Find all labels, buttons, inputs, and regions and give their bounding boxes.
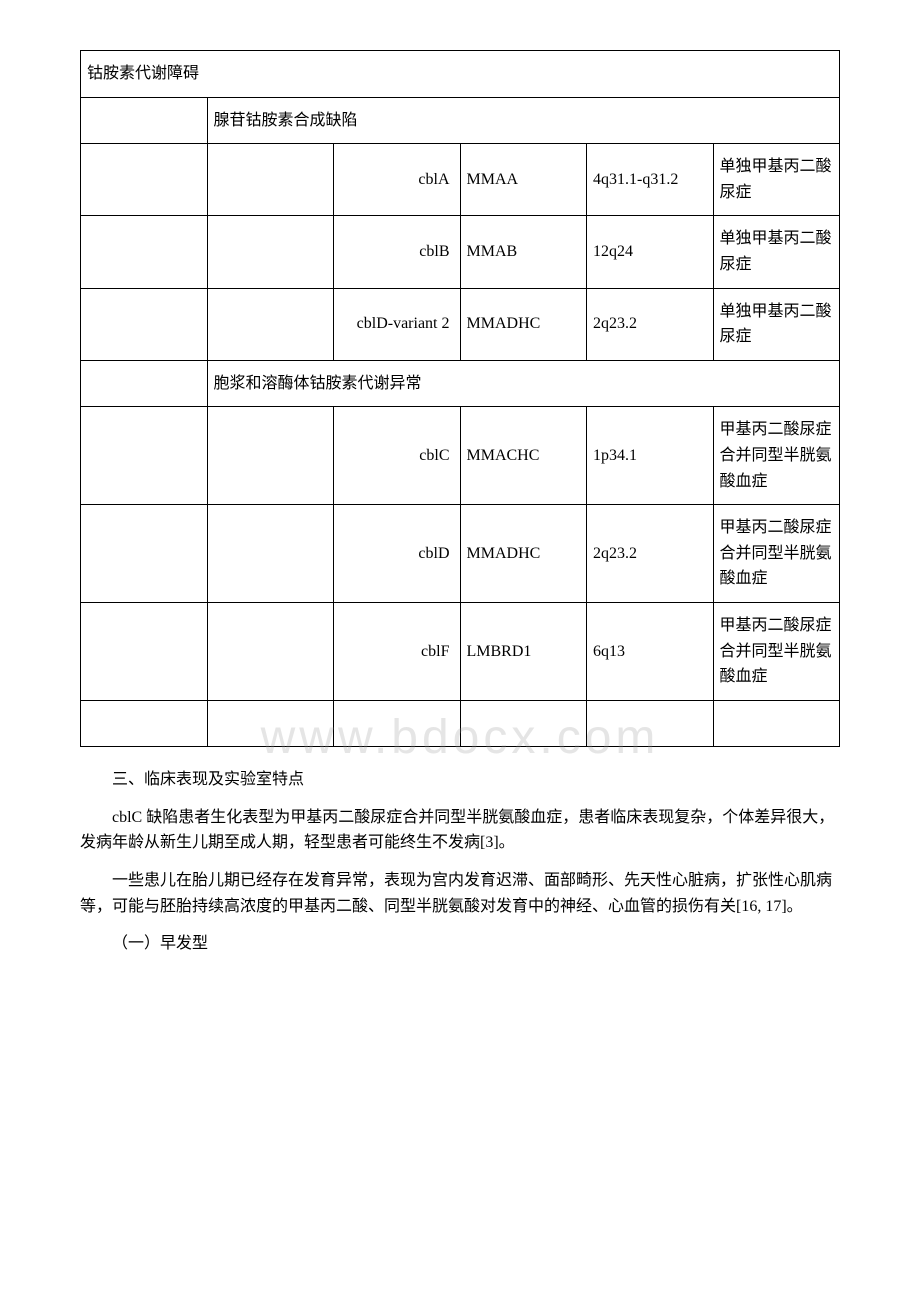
cell-gene: MMACHC bbox=[460, 407, 587, 505]
cell-gene: MMADHC bbox=[460, 288, 587, 360]
cell-phenotype: 单独甲基丙二酸尿症 bbox=[713, 216, 840, 288]
table-row: cblB MMAB 12q24 单独甲基丙二酸尿症 bbox=[81, 216, 840, 288]
empty-cell bbox=[81, 505, 208, 603]
empty-cell bbox=[81, 97, 208, 144]
empty-cell bbox=[587, 700, 714, 747]
empty-cell bbox=[334, 700, 461, 747]
empty-cell bbox=[460, 700, 587, 747]
empty-cell bbox=[207, 700, 334, 747]
table-row: cblD-variant 2 MMADHC 2q23.2 单独甲基丙二酸尿症 bbox=[81, 288, 840, 360]
body-paragraph: cblC 缺陷患者生化表型为甲基丙二酸尿症合并同型半胱氨酸血症，患者临床表现复杂… bbox=[80, 805, 840, 856]
section2-subtitle: 胞浆和溶酶体钴胺素代谢异常 bbox=[207, 360, 840, 407]
empty-cell bbox=[81, 602, 208, 700]
section-heading: 三、临床表现及实验室特点 bbox=[80, 767, 840, 793]
section1-title: 钴胺素代谢障碍 bbox=[81, 51, 840, 98]
cell-phenotype: 甲基丙二酸尿症合并同型半胱氨酸血症 bbox=[713, 505, 840, 603]
cell-gene: MMADHC bbox=[460, 505, 587, 603]
section1-subtitle: 腺苷钴胺素合成缺陷 bbox=[207, 97, 840, 144]
subsection-heading: （一）早发型 bbox=[80, 931, 840, 957]
empty-cell bbox=[81, 360, 208, 407]
cell-locus: 4q31.1-q31.2 bbox=[587, 144, 714, 216]
cell-locus: 6q13 bbox=[587, 602, 714, 700]
empty-cell bbox=[207, 505, 334, 603]
empty-cell bbox=[207, 144, 334, 216]
empty-cell bbox=[207, 288, 334, 360]
table-row: cblA MMAA 4q31.1-q31.2 单独甲基丙二酸尿症 bbox=[81, 144, 840, 216]
cell-locus: 2q23.2 bbox=[587, 505, 714, 603]
cell-gene: MMAA bbox=[460, 144, 587, 216]
empty-cell bbox=[81, 700, 208, 747]
cell-type: cblD bbox=[334, 505, 461, 603]
empty-cell bbox=[207, 602, 334, 700]
cell-gene: MMAB bbox=[460, 216, 587, 288]
empty-cell bbox=[81, 144, 208, 216]
cell-type: cblD-variant 2 bbox=[334, 288, 461, 360]
empty-cell bbox=[207, 407, 334, 505]
cell-locus: 1p34.1 bbox=[587, 407, 714, 505]
empty-cell bbox=[81, 288, 208, 360]
empty-cell bbox=[713, 700, 840, 747]
table-row: cblD MMADHC 2q23.2 甲基丙二酸尿症合并同型半胱氨酸血症 bbox=[81, 505, 840, 603]
table-row-empty bbox=[81, 700, 840, 747]
cell-type: cblC bbox=[334, 407, 461, 505]
cell-phenotype: 甲基丙二酸尿症合并同型半胱氨酸血症 bbox=[713, 407, 840, 505]
body-paragraph: 一些患儿在胎儿期已经存在发育异常，表现为宫内发育迟滞、面部畸形、先天性心脏病，扩… bbox=[80, 868, 840, 919]
table-row: cblC MMACHC 1p34.1 甲基丙二酸尿症合并同型半胱氨酸血症 bbox=[81, 407, 840, 505]
table-row: cblF LMBRD1 6q13 甲基丙二酸尿症合并同型半胱氨酸血症 bbox=[81, 602, 840, 700]
cell-type: cblB bbox=[334, 216, 461, 288]
cell-phenotype: 单独甲基丙二酸尿症 bbox=[713, 144, 840, 216]
cell-locus: 2q23.2 bbox=[587, 288, 714, 360]
cell-phenotype: 单独甲基丙二酸尿症 bbox=[713, 288, 840, 360]
cell-type: cblF bbox=[334, 602, 461, 700]
empty-cell bbox=[81, 407, 208, 505]
cell-phenotype: 甲基丙二酸尿症合并同型半胱氨酸血症 bbox=[713, 602, 840, 700]
cell-gene: LMBRD1 bbox=[460, 602, 587, 700]
empty-cell bbox=[207, 216, 334, 288]
empty-cell bbox=[81, 216, 208, 288]
metabolism-table: 钴胺素代谢障碍 腺苷钴胺素合成缺陷 cblA MMAA 4q31.1-q31.2… bbox=[80, 50, 840, 747]
cell-locus: 12q24 bbox=[587, 216, 714, 288]
cell-type: cblA bbox=[334, 144, 461, 216]
